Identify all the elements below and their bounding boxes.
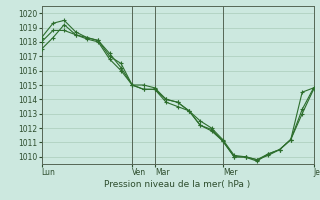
X-axis label: Pression niveau de la mer( hPa ): Pression niveau de la mer( hPa ) (104, 180, 251, 189)
